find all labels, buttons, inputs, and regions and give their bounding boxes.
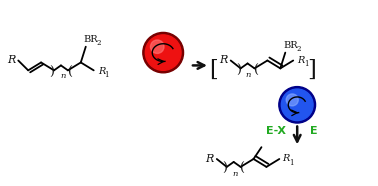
Text: R: R	[98, 67, 105, 76]
Text: 2: 2	[296, 45, 301, 53]
Circle shape	[281, 89, 313, 121]
Text: n: n	[232, 170, 237, 178]
Circle shape	[279, 87, 316, 123]
Text: R: R	[282, 155, 290, 163]
Text: BR: BR	[283, 41, 298, 50]
Text: Pd: Pd	[289, 99, 307, 112]
Text: ): )	[236, 64, 241, 77]
Text: (: (	[240, 162, 245, 175]
Circle shape	[150, 40, 164, 53]
Circle shape	[143, 32, 184, 73]
Text: E: E	[310, 126, 318, 136]
Text: [: [	[209, 59, 218, 81]
Text: 1: 1	[304, 60, 309, 68]
Text: 1: 1	[105, 71, 109, 79]
Text: ): )	[50, 66, 54, 79]
Circle shape	[286, 94, 298, 106]
Text: E-X: E-X	[266, 126, 287, 136]
Text: Ru: Ru	[155, 47, 174, 60]
Text: 2: 2	[97, 39, 101, 47]
Text: ): )	[222, 162, 227, 175]
Circle shape	[145, 35, 181, 70]
Text: 1: 1	[289, 159, 294, 167]
Text: n: n	[246, 71, 251, 79]
Text: R: R	[7, 55, 15, 65]
Text: R: R	[220, 55, 228, 65]
Text: R: R	[206, 154, 214, 164]
Text: n: n	[60, 72, 66, 80]
Text: R: R	[297, 56, 305, 65]
Text: BR: BR	[84, 35, 98, 44]
Text: (: (	[68, 66, 73, 79]
Text: ]: ]	[308, 59, 316, 81]
Text: (: (	[254, 64, 259, 77]
